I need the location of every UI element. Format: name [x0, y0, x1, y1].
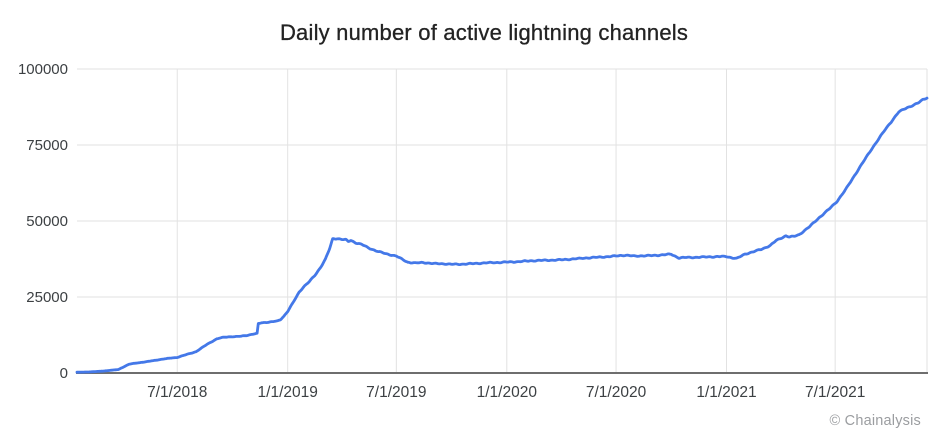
- x-axis-tick-label: 1/1/2020: [477, 384, 538, 401]
- copyright-icon: ©: [829, 413, 841, 429]
- x-axis-tick-label: 7/1/2018: [147, 384, 207, 401]
- watermark-text: Chainalysis: [844, 413, 921, 429]
- y-axis-tick-label: 0: [60, 365, 68, 382]
- chart-title: Daily number of active lightning channel…: [279, 20, 689, 45]
- y-axis-tick-label: 75000: [26, 137, 68, 154]
- watermark: © Chainalysis: [830, 413, 921, 429]
- y-axis-tick-label: 25000: [26, 289, 68, 306]
- y-axis-tick-label: 50000: [26, 213, 68, 230]
- x-axis-tick-label: 7/1/2021: [805, 384, 865, 401]
- x-axis-tick-label: 1/1/2021: [696, 384, 756, 401]
- y-axis-tick-label: 100000: [18, 61, 68, 78]
- x-axis-tick-label: 7/1/2019: [366, 384, 426, 401]
- series-line-active-channels: [75, 96, 929, 374]
- x-axis-tick-label: 7/1/2020: [586, 384, 647, 401]
- x-axis-tick-label: 1/1/2019: [258, 384, 318, 401]
